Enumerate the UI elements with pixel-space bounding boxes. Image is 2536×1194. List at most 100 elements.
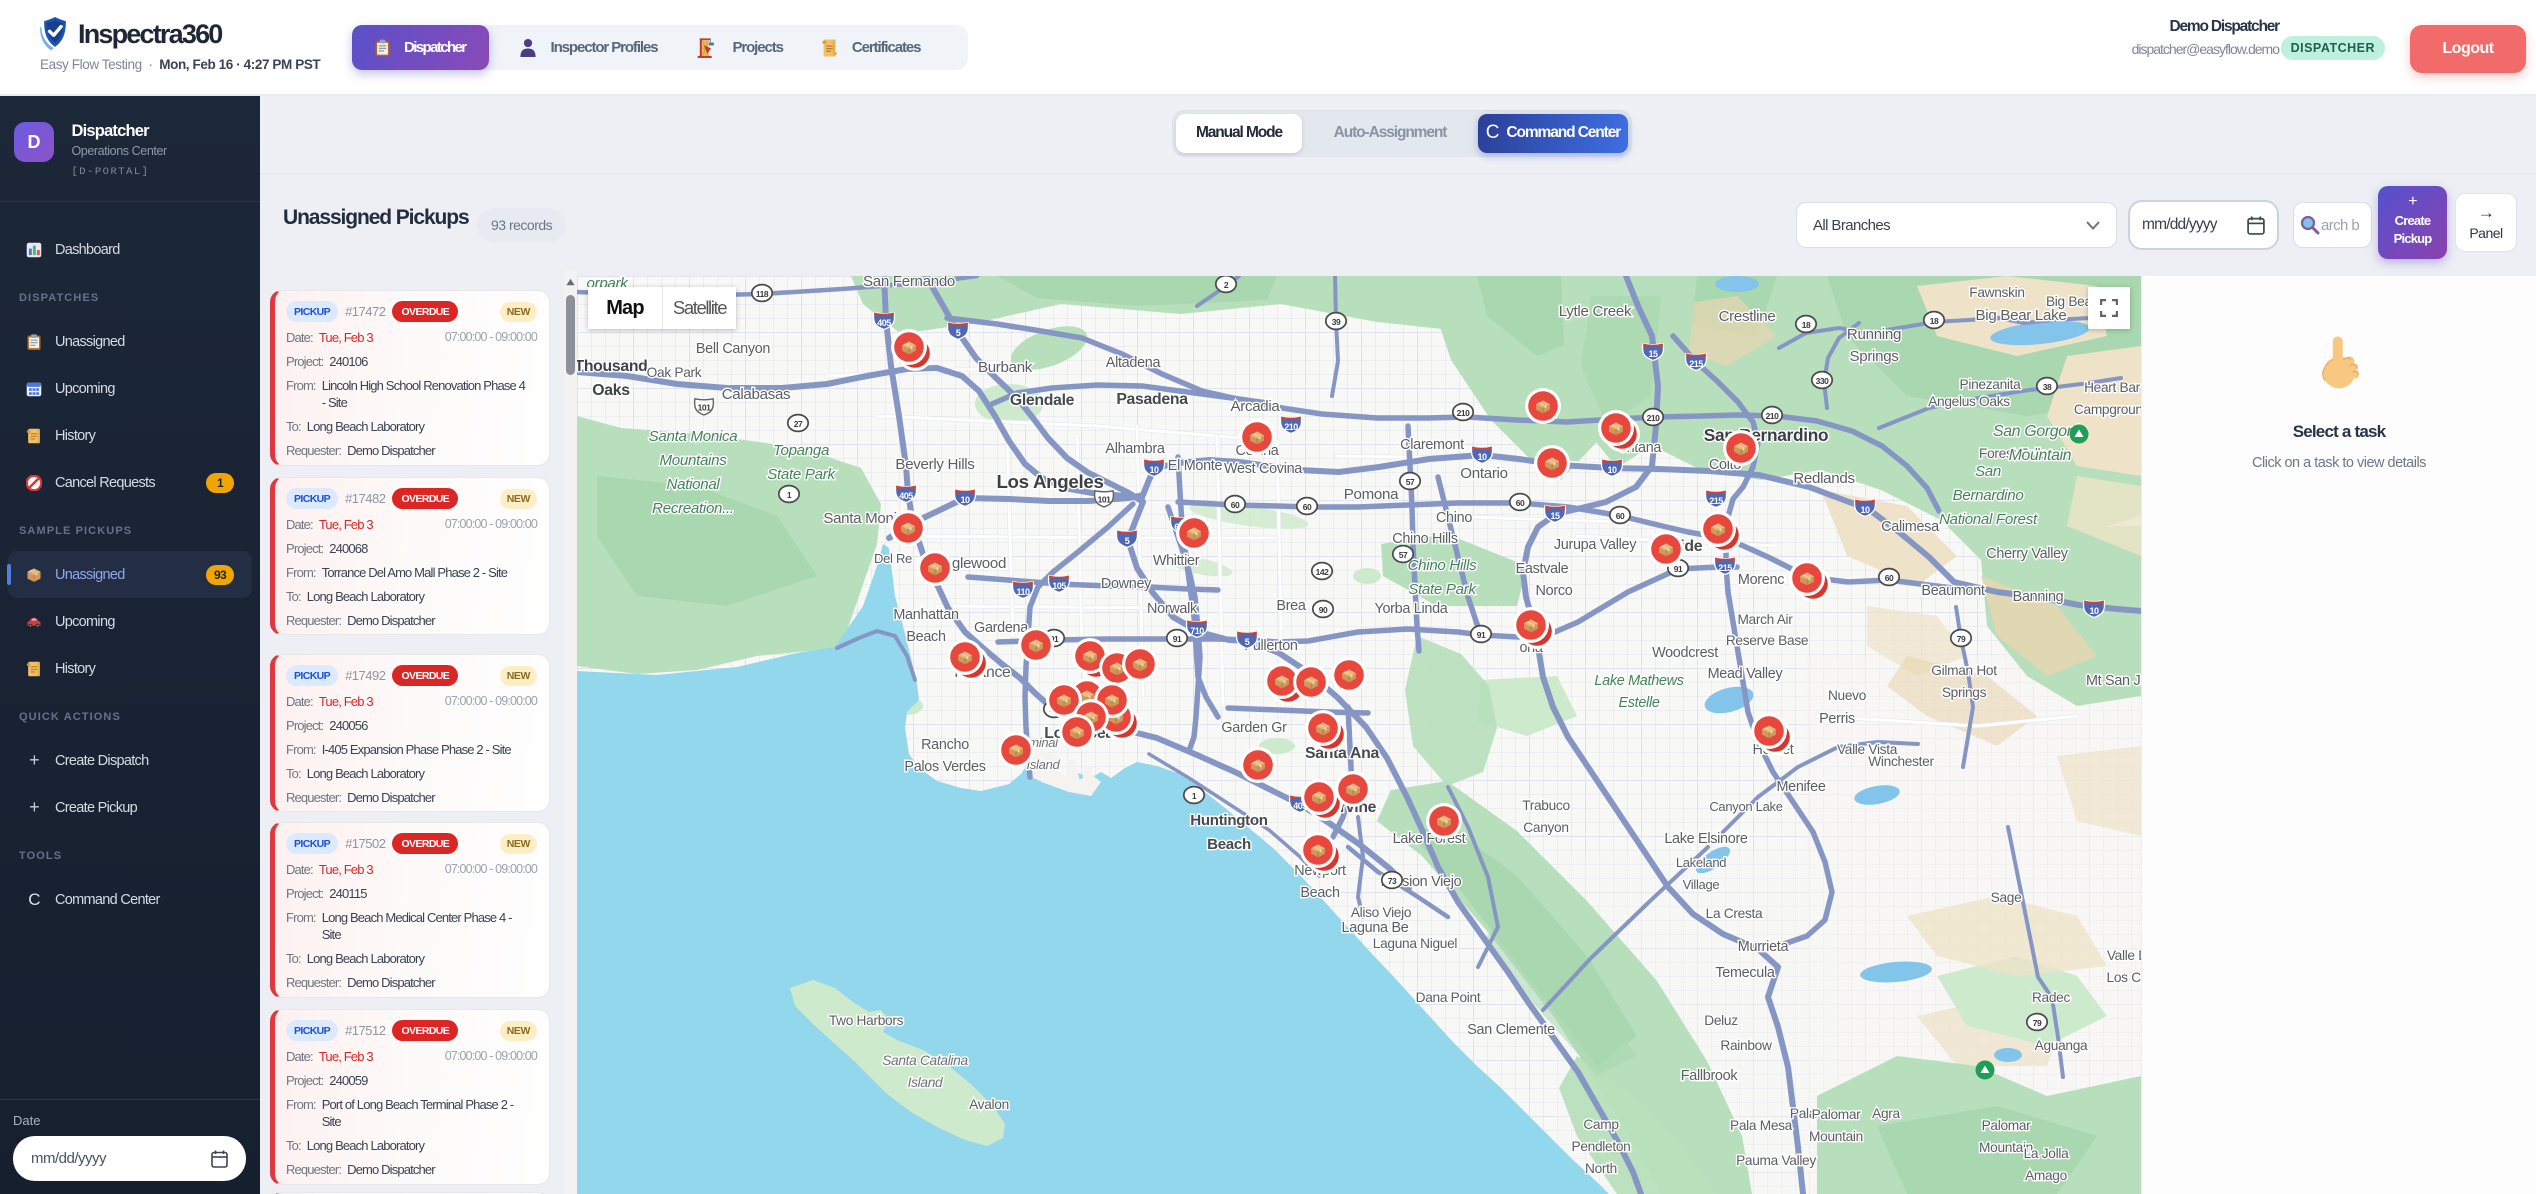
svg-text:Ontario: Ontario: [1460, 465, 1507, 482]
svg-text:Big Bear: Big Bear: [2046, 294, 2097, 309]
svg-text:Chino: Chino: [1436, 510, 1472, 526]
svg-text:Trabuco: Trabuco: [1522, 798, 1570, 813]
svg-text:Santa Catalina: Santa Catalina: [882, 1053, 968, 1068]
svg-text:Winchester: Winchester: [1868, 754, 1934, 769]
svg-text:Beach: Beach: [1300, 885, 1340, 901]
svg-text:Chino Hills: Chino Hills: [1408, 557, 1478, 574]
svg-text:Angelus Oaks: Angelus Oaks: [1928, 394, 2010, 409]
svg-text:Arcadia: Arcadia: [1230, 398, 1280, 415]
svg-text:Norco: Norco: [1536, 583, 1573, 599]
svg-text:Lake Elsinore: Lake Elsinore: [1664, 831, 1748, 847]
svg-text:Avalon: Avalon: [969, 1097, 1009, 1112]
svg-text:Bell Canyon: Bell Canyon: [696, 341, 771, 357]
svg-text:Camp: Camp: [1583, 1117, 1619, 1132]
svg-text:Forest Falls: Forest Falls: [1979, 446, 2047, 461]
svg-text:Pasadena: Pasadena: [1116, 391, 1188, 408]
svg-text:Claremont: Claremont: [1400, 437, 1464, 453]
svg-text:Morenc: Morenc: [1738, 572, 1784, 588]
svg-text:2: 2: [1224, 280, 1229, 290]
svg-text:Redlands: Redlands: [1793, 470, 1854, 487]
svg-text:5: 5: [1125, 536, 1130, 546]
svg-text:Manhattan: Manhattan: [893, 607, 959, 623]
svg-text:Rainbow: Rainbow: [1720, 1038, 1772, 1053]
svg-text:West Covina: West Covina: [1224, 461, 1302, 477]
svg-text:State Park: State Park: [767, 466, 836, 483]
svg-text:10: 10: [1860, 505, 1870, 515]
svg-text:Crestline: Crestline: [1719, 308, 1776, 325]
svg-text:Pendleton: Pendleton: [1572, 1139, 1631, 1154]
svg-text:73: 73: [1388, 876, 1397, 886]
svg-text:Beaumont: Beaumont: [1921, 583, 1985, 599]
svg-text:Eastvale: Eastvale: [1516, 561, 1569, 577]
svg-text:101: 101: [698, 403, 711, 413]
svg-text:Beach: Beach: [906, 629, 946, 645]
svg-text:Aliso Viejo: Aliso Viejo: [1351, 905, 1412, 920]
svg-text:57: 57: [1399, 550, 1408, 560]
svg-text:Jurupa Valley: Jurupa Valley: [1554, 537, 1637, 553]
svg-text:Running: Running: [1847, 326, 1901, 343]
svg-text:Oaks: Oaks: [592, 382, 630, 399]
svg-text:Palomar: Palomar: [1812, 1107, 1862, 1122]
svg-text:Palos Verdes: Palos Verdes: [904, 759, 985, 775]
svg-text:State Park: State Park: [1408, 581, 1477, 598]
svg-text:San Clemente: San Clemente: [1467, 1022, 1555, 1038]
svg-text:Two Harbors: Two Harbors: [829, 1013, 904, 1028]
svg-text:Los Cab: Los Cab: [2107, 970, 2141, 985]
svg-text:27: 27: [794, 419, 803, 429]
svg-text:Brea: Brea: [1276, 598, 1305, 614]
svg-text:Calimesa: Calimesa: [1881, 519, 1939, 535]
svg-text:60: 60: [1616, 511, 1625, 521]
svg-text:1: 1: [1192, 791, 1197, 801]
svg-text:Fawnskin: Fawnskin: [1969, 285, 2024, 300]
svg-text:118: 118: [756, 289, 769, 299]
svg-text:Amago: Amago: [2025, 1168, 2068, 1183]
svg-text:Alhambra: Alhambra: [1105, 441, 1164, 457]
svg-text:Pauma Valley: Pauma Valley: [1736, 1153, 1816, 1168]
svg-text:60: 60: [1231, 500, 1240, 510]
svg-text:Murrieta: Murrieta: [1738, 939, 1789, 955]
svg-text:210: 210: [1647, 413, 1660, 423]
svg-text:Palomar: Palomar: [1982, 1118, 2032, 1133]
svg-text:Bernardino: Bernardino: [1953, 487, 2024, 504]
svg-text:La Jolla: La Jolla: [2024, 1146, 2069, 1161]
svg-text:glewood: glewood: [952, 555, 1006, 572]
svg-text:15: 15: [1550, 511, 1560, 521]
svg-text:San: San: [1975, 463, 2001, 480]
svg-text:57: 57: [1406, 477, 1415, 487]
svg-text:Glendale: Glendale: [1010, 392, 1075, 409]
svg-text:Aguanga: Aguanga: [2035, 1038, 2088, 1053]
svg-text:Beach: Beach: [1207, 836, 1251, 853]
svg-text:10: 10: [960, 495, 970, 505]
svg-text:National: National: [667, 476, 721, 493]
svg-text:Altadena: Altadena: [1106, 355, 1161, 371]
svg-text:38: 38: [2043, 382, 2052, 392]
svg-text:110: 110: [1016, 587, 1030, 597]
svg-text:San Fernando: San Fernando: [863, 276, 955, 290]
svg-text:Perris: Perris: [1819, 711, 1855, 727]
svg-text:Cherry Valley: Cherry Valley: [1986, 546, 2069, 562]
svg-text:Canyon Lake: Canyon Lake: [1709, 799, 1782, 814]
svg-text:National Forest: National Forest: [1939, 511, 2038, 528]
svg-text:91: 91: [1050, 634, 1059, 644]
svg-text:405: 405: [1293, 801, 1307, 811]
svg-text:60: 60: [1516, 498, 1525, 508]
svg-text:Mountain: Mountain: [1809, 1129, 1863, 1144]
svg-text:Estelle: Estelle: [1618, 695, 1659, 711]
svg-text:Island: Island: [1027, 757, 1061, 772]
svg-text:Pomona: Pomona: [1344, 486, 1399, 503]
svg-text:Los Angeles: Los Angeles: [996, 471, 1103, 492]
svg-text:Lake Mathews: Lake Mathews: [1594, 673, 1683, 689]
svg-text:Whittier: Whittier: [1153, 553, 1200, 569]
svg-text:Chino Hills: Chino Hills: [1392, 531, 1458, 547]
svg-text:10: 10: [1477, 452, 1487, 462]
svg-text:405: 405: [877, 318, 891, 328]
svg-text:142: 142: [1316, 567, 1329, 577]
svg-text:San Bernardino: San Bernardino: [1704, 425, 1828, 445]
svg-text:105: 105: [1052, 581, 1066, 591]
svg-text:Oak Park: Oak Park: [647, 365, 702, 380]
svg-text:San Gorgonio: San Gorgonio: [1993, 423, 2087, 440]
svg-text:Mt San Ja: Mt San Ja: [2086, 673, 2141, 689]
svg-text:March Air: March Air: [1737, 612, 1793, 627]
svg-text:Valle De: Valle De: [2107, 948, 2141, 963]
svg-text:101: 101: [1098, 495, 1111, 505]
